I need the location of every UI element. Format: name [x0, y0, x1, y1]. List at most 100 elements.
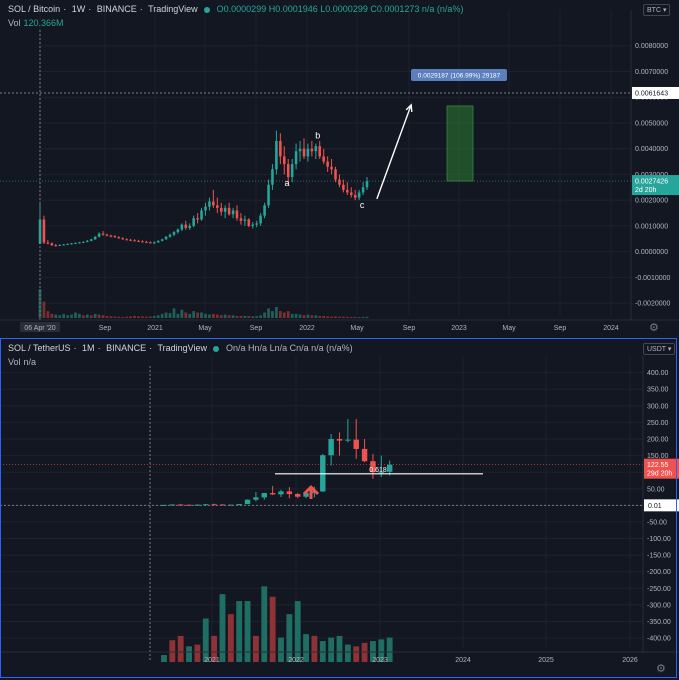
t-volume-bar [141, 316, 144, 318]
t-candle-body [334, 169, 337, 180]
top-currency-label: BTC [647, 7, 661, 14]
t-volume-bar [215, 314, 219, 318]
top-projection-box [446, 105, 474, 182]
t-volume-bar [109, 316, 113, 318]
top-price-axis[interactable]: 0.00800000.00700000.00600000.00500000.00… [630, 10, 679, 324]
t-volume-bar [322, 315, 326, 318]
bottom-fib-level-label: 0.618 [369, 467, 387, 474]
top-projection-label-bg [411, 69, 507, 81]
t-volume-bar [345, 316, 349, 318]
top-countdown-label: 2d 20h [635, 187, 657, 194]
t-candle-body [302, 148, 306, 157]
t-y-tick-label: -0.0010000 [635, 275, 671, 282]
bottom-time-axis[interactable]: 2021 2022 2023 2024 2025 2026 [0, 651, 679, 664]
top-symbol[interactable]: SOL / Bitcoin [8, 4, 61, 14]
t-candle-body [149, 242, 152, 244]
t-candle-body [279, 140, 282, 157]
top-volume-legend[interactable]: Vol 120.366M [8, 18, 64, 28]
t-volume-bar [172, 308, 176, 318]
t-candle-body [101, 233, 105, 235]
t-candle-body [223, 207, 227, 212]
b-volume-bar [211, 635, 218, 662]
t-candle-body [306, 148, 310, 157]
bottom-crosshair-price-label: 0.01 [648, 503, 662, 510]
b-volume-bar [278, 637, 284, 662]
t-y-tick-label: 0.0000000 [635, 249, 668, 256]
bottom-last-price-badge [644, 458, 679, 479]
b-y-tick-label: -350.00 [647, 619, 671, 626]
t-x-tick-label: 2022 [299, 325, 315, 332]
t-candle-body [85, 240, 89, 242]
b-volume-bar [177, 635, 184, 662]
t-candle-body [46, 242, 50, 244]
b-volume-bar [353, 646, 360, 662]
t-candle-body [82, 241, 85, 243]
t-volume-bar [93, 313, 97, 318]
bottom-settings-gear-icon[interactable]: ⚙ [656, 663, 666, 675]
bottom-interval[interactable]: 1M [82, 343, 95, 353]
t-volume-bar [251, 316, 255, 318]
t-volume-bar [267, 308, 270, 318]
t-volume-bar [263, 312, 266, 318]
t-volume-bar [330, 316, 333, 318]
t-volume-bar [247, 315, 251, 318]
t-volume-bar [101, 315, 105, 318]
t-candle-body [54, 245, 58, 247]
t-candle-body [267, 184, 270, 206]
t-x-tick-label: May [350, 325, 364, 332]
t-y-tick-label: 0.0040000 [635, 146, 668, 153]
bottom-symbol[interactable]: SOL / TetherUS [8, 343, 71, 353]
t-y-tick-label: 0.0080000 [635, 43, 668, 50]
top-projection-arrow-line [376, 104, 412, 200]
t-candle-body [121, 238, 125, 240]
b-candle-body [236, 504, 242, 506]
t-volume-bar [286, 311, 290, 318]
top-legend[interactable]: SOL / Bitcoin · 1W · BINANCE · TradingView … [8, 4, 464, 14]
top-ohlc-low: L0.0000299 [320, 4, 368, 14]
t-candle-body [70, 243, 73, 245]
top-settings-gear-icon[interactable]: ⚙ [649, 322, 659, 334]
t-candle-body [318, 146, 322, 157]
t-candle-body [117, 237, 121, 239]
bottom-price-axis[interactable]: 400.00350.00300.00250.00200.00150.00100.… [642, 356, 679, 656]
t-volume-bar [97, 314, 101, 318]
b-volume-bar [202, 618, 209, 662]
t-candle-body [275, 140, 278, 170]
t-volume-bar [338, 316, 341, 318]
bottom-legend[interactable]: SOL / TetherUS · 1M · BINANCE · TradingView… [8, 343, 353, 353]
t-candle-body [338, 179, 341, 185]
bottom-currency-selector[interactable]: USDT ▾ [643, 343, 676, 355]
t-candle-body [330, 166, 333, 170]
top-interval[interactable]: 1W [71, 4, 86, 14]
t-candle-body [89, 239, 93, 241]
b-candle-body [328, 438, 334, 456]
b-y-tick-label: -250.00 [647, 586, 671, 593]
bottom-ohlc-high: Hn/a [248, 343, 268, 353]
t-volume-bar [255, 316, 259, 318]
bottom-source: TradingView [157, 343, 207, 353]
b-candle-body [228, 504, 234, 506]
b-y-tick-label: 50.00 [647, 486, 665, 493]
t-volume-bar [78, 313, 81, 318]
t-candle-body [160, 239, 164, 241]
t-volume-bar [294, 313, 298, 318]
b-volume-bar [227, 614, 234, 662]
t-volume-bar [314, 315, 318, 318]
t-candle-body [322, 156, 325, 162]
b-y-tick-label: 300.00 [647, 403, 669, 410]
top-time-axis[interactable]: 06 Apr '20 Sep 2021 May Sep 2022 May Sep 2023 May… [0, 319, 679, 332]
t-candle-body [93, 236, 97, 240]
t-candle-body [145, 241, 148, 243]
t-volume-bar [74, 312, 77, 318]
t-x-tick-label: Sep [403, 325, 416, 332]
t-volume-bar [306, 314, 310, 318]
t-volume-bar [85, 314, 89, 318]
bottom-volume-legend[interactable]: Vol n/a [8, 357, 36, 367]
t-volume-bar [148, 316, 152, 318]
t-volume-bar [235, 315, 239, 318]
b-volume-bar [261, 586, 268, 662]
top-currency-selector[interactable]: BTC ▾ [643, 4, 671, 16]
top-crosshair-price-label: 0.0061643 [635, 90, 668, 97]
t-candle-body [137, 240, 140, 242]
t-candle-body [176, 229, 180, 233]
